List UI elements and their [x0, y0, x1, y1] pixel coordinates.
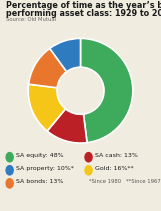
- Text: SA property: 10%*: SA property: 10%*: [16, 166, 74, 171]
- Wedge shape: [29, 48, 67, 88]
- Text: Gold: 16%**: Gold: 16%**: [95, 166, 134, 171]
- Text: Percentage of time as the year’s best: Percentage of time as the year’s best: [6, 1, 161, 10]
- Text: performing asset class: 1929 to 2015: performing asset class: 1929 to 2015: [6, 9, 161, 18]
- Text: SA cash: 13%: SA cash: 13%: [95, 153, 138, 158]
- Text: SA bonds: 13%: SA bonds: 13%: [16, 179, 63, 184]
- Wedge shape: [50, 38, 80, 72]
- Text: SA equity: 48%: SA equity: 48%: [16, 153, 64, 158]
- Wedge shape: [28, 84, 66, 131]
- Wedge shape: [80, 38, 133, 143]
- Wedge shape: [47, 109, 87, 143]
- Text: *Since 1980   **Since 1967: *Since 1980 **Since 1967: [89, 179, 160, 184]
- Text: Source: Old Mutual: Source: Old Mutual: [6, 17, 57, 22]
